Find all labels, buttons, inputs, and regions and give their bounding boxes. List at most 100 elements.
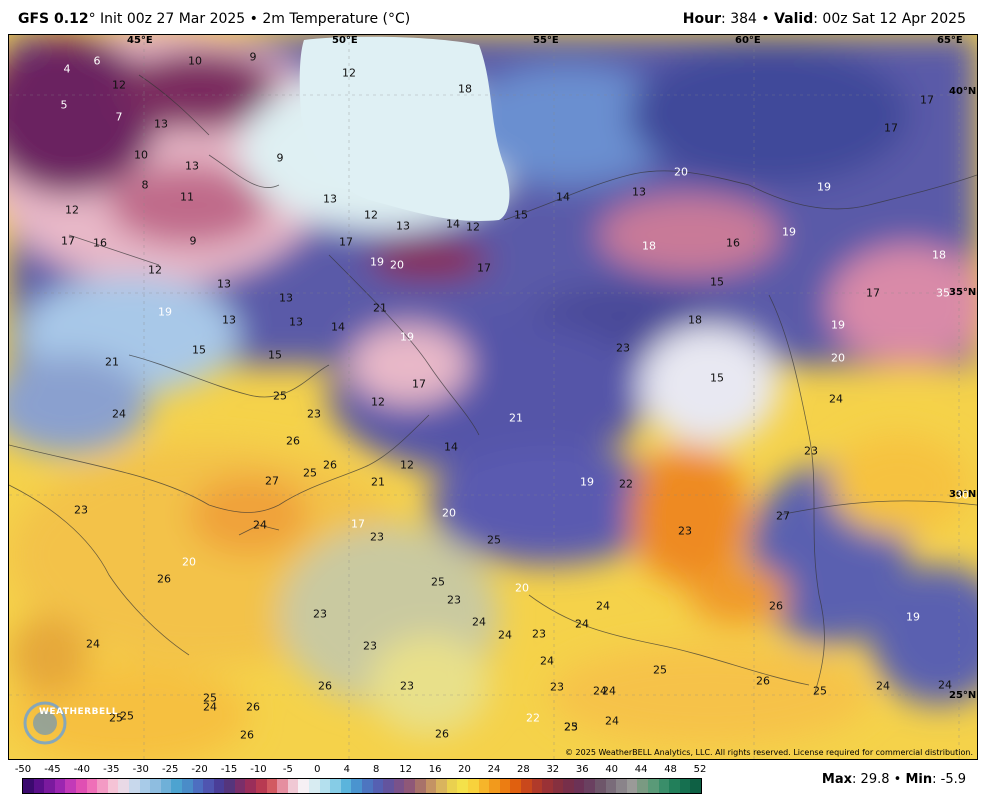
temperature-label: 25 xyxy=(487,533,501,547)
temperature-label: 20 xyxy=(182,555,196,569)
colorbar-swatch xyxy=(150,779,161,793)
colorbar-tick-label: 8 xyxy=(373,764,380,775)
temperature-label: 27 xyxy=(776,509,790,523)
colorbar-swatch xyxy=(287,779,299,793)
temperature-label: 17 xyxy=(866,286,880,300)
degree-mark: ° xyxy=(88,11,96,27)
temperature-label: 21 xyxy=(509,411,523,425)
temperature-label: 23 xyxy=(804,444,818,458)
temperature-label: 23 xyxy=(307,407,321,421)
temperature-label: 13 xyxy=(396,219,410,233)
lat-label-30: 30°N xyxy=(949,489,977,500)
colorbar-tick-label: 4 xyxy=(343,764,350,775)
colorbar-swatch xyxy=(203,779,214,793)
bullet-separator-2: • xyxy=(761,11,770,27)
colorbar-tick-label: -20 xyxy=(191,764,208,775)
temperature-label: 11 xyxy=(180,190,194,204)
colorbar-tick-label: -40 xyxy=(73,764,91,775)
caspian-sea xyxy=(299,36,510,221)
temperature-label: 24 xyxy=(203,700,217,714)
colorbar-tick-label: 24 xyxy=(487,764,501,775)
temperature-label: 19 xyxy=(906,610,920,624)
colorbar-swatch xyxy=(309,779,320,793)
temperature-label: 23 xyxy=(678,524,692,538)
init-time: Init 00z 27 Mar 2025 xyxy=(100,11,246,27)
lon-label-55: 55°E xyxy=(533,35,559,46)
lon-label-50: 50°E xyxy=(332,35,358,46)
colorbar-tick-label: 12 xyxy=(399,764,413,775)
temperature-label: 24 xyxy=(605,714,619,728)
colorbar-swatch xyxy=(679,779,691,793)
temperature-label: 17 xyxy=(884,121,898,135)
temperature-label: 26 xyxy=(240,728,254,742)
temperature-label: 20 xyxy=(674,165,688,179)
colorbar-swatch xyxy=(86,779,98,793)
colorbar-swatch xyxy=(33,779,45,793)
colorbar-swatch xyxy=(330,779,341,793)
temperature-label: 9 xyxy=(249,50,257,64)
temperature-label: 24 xyxy=(596,599,610,613)
temperature-label: 15 xyxy=(710,275,724,289)
field-name: 2m Temperature (°C) xyxy=(262,11,411,27)
temperature-label: 26 xyxy=(286,434,300,448)
hour-label: Hour xyxy=(682,11,722,27)
colorbar-swatch xyxy=(626,779,638,793)
temperature-label: 18 xyxy=(688,313,702,327)
colorbar-tick-label: -50 xyxy=(14,764,32,775)
temperature-label: 25 xyxy=(203,691,217,705)
colorbar-tick-label: -35 xyxy=(103,764,120,775)
temperature-label: 12 xyxy=(148,263,162,277)
colorbar-swatch xyxy=(552,779,564,793)
temperature-label: 19 xyxy=(370,255,384,269)
temperature-label: 26 xyxy=(157,572,171,586)
temperature-label: 23 xyxy=(532,627,546,641)
temperature-label: 19 xyxy=(400,330,414,344)
max-label: Max xyxy=(821,772,853,787)
colorbar-ticks: -50 -45 -40 -35 -30 -25 -20 -15 -10 -5 0 4 8 12 16 20 24… xyxy=(15,764,710,778)
colorbar-swatch xyxy=(192,779,204,793)
temperature-label: 10 xyxy=(188,54,202,68)
temperature-label: 14 xyxy=(556,190,570,204)
colorbar-swatch xyxy=(75,779,87,793)
temperature-label: 17 xyxy=(920,93,934,107)
temperature-label: 24 xyxy=(472,615,486,629)
colorbar-tick-label: 32 xyxy=(546,764,560,775)
copyright-notice: © 2025 WeatherBELL Analytics, LLC. All r… xyxy=(565,748,973,757)
temperature-label: 9 xyxy=(189,234,197,248)
temperature-label: 13 xyxy=(222,313,236,327)
colorbar-swatch xyxy=(573,779,585,793)
valid-label: Valid xyxy=(774,11,814,27)
colorbar-swatch xyxy=(234,779,246,793)
weatherbell-logo: WEATHERBELL xyxy=(17,695,118,745)
temperature-colorbar xyxy=(22,778,702,794)
temperature-label: 25 xyxy=(431,575,445,589)
temperature-label: 15 xyxy=(514,208,528,222)
colorbar-tick-label: 40 xyxy=(605,764,619,775)
colorbar-swatch xyxy=(520,779,532,793)
temperature-label: 20 xyxy=(831,351,845,365)
temperature-label: 23 xyxy=(400,679,414,693)
temperature-label: 25 xyxy=(109,711,123,725)
temperature-label: 23 xyxy=(564,720,578,734)
colorbar-swatch xyxy=(23,779,34,793)
temperature-label: 17 xyxy=(339,235,353,249)
colorbar-swatch xyxy=(383,779,394,793)
temperature-label: 15 xyxy=(710,371,724,385)
colorbar-swatch xyxy=(181,779,193,793)
temperature-label: 20 xyxy=(515,581,529,595)
temperature-label: 25 xyxy=(564,720,578,734)
colorbar-swatch xyxy=(584,779,596,793)
temperature-label: 24 xyxy=(938,678,952,692)
temperature-label: 25 xyxy=(303,466,317,480)
colorbar-swatch xyxy=(224,779,235,793)
colorbar-swatch xyxy=(563,779,574,793)
temperature-label: 13 xyxy=(632,185,646,199)
temperature-label: 13 xyxy=(185,159,199,173)
colorbar-swatch xyxy=(44,779,55,793)
colorbar-swatch xyxy=(340,779,352,793)
temperature-label: 19 xyxy=(782,225,796,239)
colorbar-swatch xyxy=(128,779,140,793)
temperature-label: 26 xyxy=(246,700,260,714)
temperature-map: 45°E 50°E 55°E 60°E 65°E 40°N 35°N 30°N … xyxy=(8,34,978,760)
colorbar-tick-label: 0 xyxy=(314,764,321,775)
